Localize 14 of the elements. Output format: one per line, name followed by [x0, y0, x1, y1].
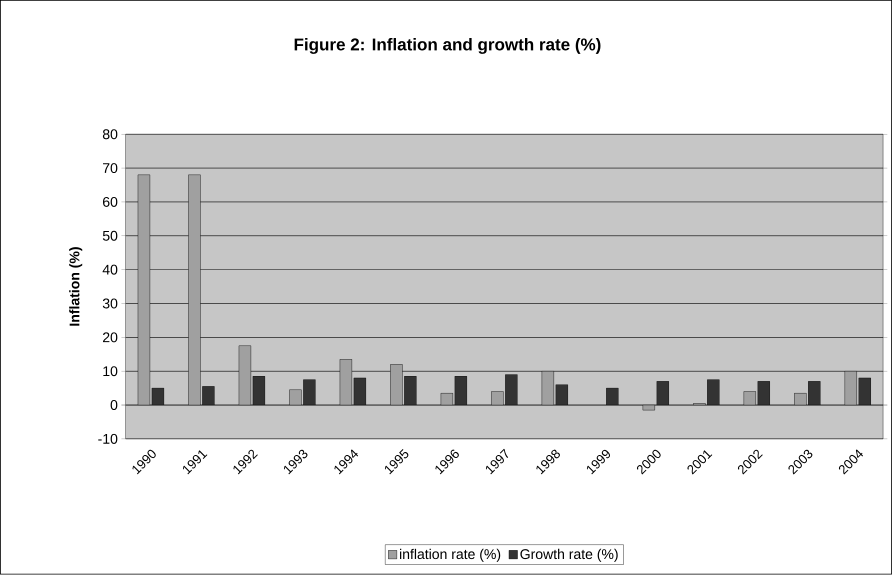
y-tick-label: 60: [103, 197, 118, 208]
y-tick-label: 70: [103, 163, 118, 174]
chart-title: Figure 2: Inflation and growth rate (%): [294, 38, 600, 54]
y-tick-label: 10: [103, 366, 118, 376]
legend-label: inflation rate (%): [400, 549, 500, 562]
y-tick-label: -10: [98, 434, 118, 444]
y-tick-label: 80: [102, 129, 118, 140]
y-tick-label: 20: [103, 332, 118, 343]
y-tick-label: 0: [110, 400, 118, 410]
legend-label: Growth rate (%): [520, 549, 618, 562]
y-tick-label: 40: [102, 264, 118, 275]
y-axis-title: Inflation (%): [69, 247, 82, 326]
y-tick-label: 30: [102, 298, 118, 309]
y-tick-label: 50: [102, 231, 118, 241]
